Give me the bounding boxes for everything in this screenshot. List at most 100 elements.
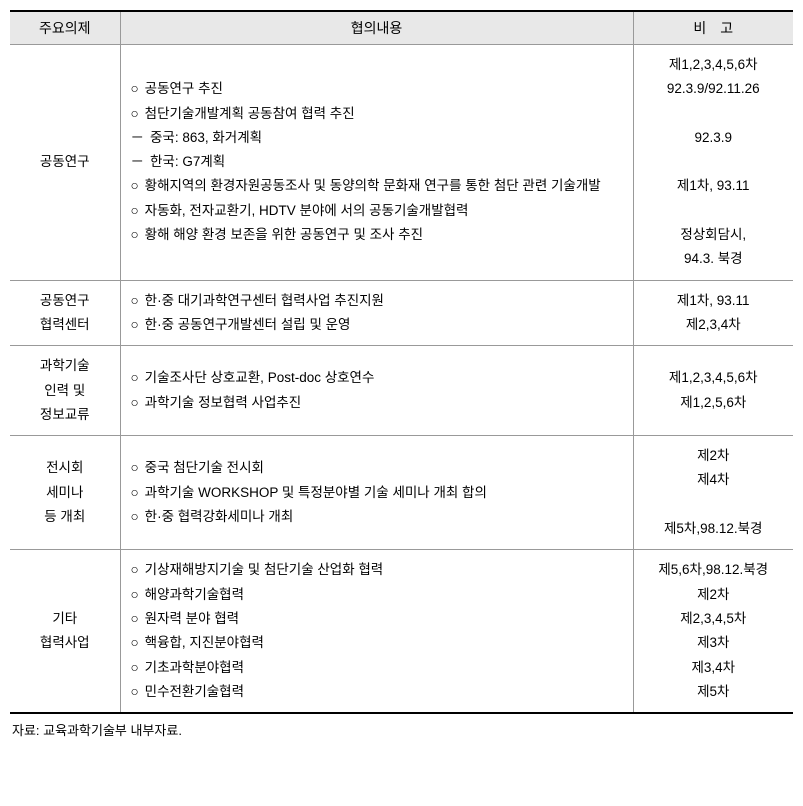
content-text: 황해지역의 환경자원공동조사 및 동양의학 문화재 연구를 통한 첨단 관련 기… bbox=[145, 174, 601, 198]
content-text: 과학기술 WORKSHOP 및 특정분야별 기술 세미나 개최 합의 bbox=[145, 481, 487, 505]
content-item: ○기초과학분야협력 bbox=[131, 656, 623, 680]
bullet-icon: ○ bbox=[131, 505, 139, 529]
topic-cell: 과학기술인력 및정보교류 bbox=[10, 346, 120, 436]
content-text: 핵융합, 지진분야협력 bbox=[145, 631, 264, 655]
note-line bbox=[644, 150, 784, 174]
note-line bbox=[644, 199, 784, 223]
bullet-icon: ○ bbox=[131, 102, 139, 126]
note-line: 제2차 bbox=[644, 444, 784, 468]
note-line: 제1,2,3,4,5,6차 bbox=[644, 366, 784, 390]
content-text: 한·중 대기과학연구센터 협력사업 추진지원 bbox=[145, 289, 384, 313]
bullet-icon: ○ bbox=[131, 680, 139, 704]
content-text: 한·중 공동연구개발센터 설립 및 운영 bbox=[145, 313, 351, 337]
topic-line: 협력사업 bbox=[20, 631, 110, 655]
topic-cell: 기타협력사업 bbox=[10, 550, 120, 713]
content-text: 기상재해방지기술 및 첨단기술 산업화 협력 bbox=[145, 558, 384, 582]
topic-line: 협력센터 bbox=[20, 313, 110, 337]
content-item: －중국: 863, 화거계획 bbox=[131, 126, 623, 150]
content-item: ○첨단기술개발계획 공동참여 협력 추진 bbox=[131, 102, 623, 126]
content-item: ○기술조사단 상호교환, Post-doc 상호연수 bbox=[131, 366, 623, 390]
content-item: ○황해 해양 환경 보존을 위한 공동연구 및 조사 추진 bbox=[131, 223, 623, 247]
note-line: 정상회담시, bbox=[644, 223, 784, 247]
content-item: ○원자력 분야 협력 bbox=[131, 607, 623, 631]
topic-line: 기타 bbox=[20, 607, 110, 631]
content-item: ○한·중 대기과학연구센터 협력사업 추진지원 bbox=[131, 289, 623, 313]
content-item: ○자동화, 전자교환기, HDTV 분야에 서의 공동기술개발협력 bbox=[131, 199, 623, 223]
content-text: 민수전환기술협력 bbox=[145, 680, 244, 704]
table-row: 공동연구협력센터 ○한·중 대기과학연구센터 협력사업 추진지원○한·중 공동연구… bbox=[10, 280, 793, 346]
content-item: ○해양과학기술협력 bbox=[131, 583, 623, 607]
content-text: 공동연구 추진 bbox=[145, 77, 223, 101]
content-cell: ○공동연구 추진○첨단기술개발계획 공동참여 협력 추진－중국: 863, 화거… bbox=[120, 45, 633, 281]
note-line: 제1,2,3,4,5,6차 bbox=[644, 53, 784, 77]
source-text: 자료: 교육과학기술부 내부자료. bbox=[10, 720, 793, 739]
bullet-icon: － bbox=[131, 126, 145, 150]
note-cell: 제1,2,3,4,5,6차제1,2,5,6차 bbox=[633, 346, 793, 436]
note-line: 92.3.9/92.11.26 bbox=[644, 77, 784, 101]
bullet-icon: ○ bbox=[131, 456, 139, 480]
content-item: ○기상재해방지기술 및 첨단기술 산업화 협력 bbox=[131, 558, 623, 582]
table-header-row: 주요의제 협의내용 비 고 bbox=[10, 11, 793, 45]
content-item: ○공동연구 추진 bbox=[131, 77, 623, 101]
content-cell: ○한·중 대기과학연구센터 협력사업 추진지원○한·중 공동연구개발센터 설립 … bbox=[120, 280, 633, 346]
topic-line: 등 개최 bbox=[20, 505, 110, 529]
content-text: 기초과학분야협력 bbox=[145, 656, 244, 680]
content-item: ○민수전환기술협력 bbox=[131, 680, 623, 704]
content-text: 과학기술 정보협력 사업추진 bbox=[145, 391, 302, 415]
content-text: 한국: G7계획 bbox=[150, 150, 225, 174]
note-cell: 제2차제4차 제5차,98.12.북경 bbox=[633, 436, 793, 550]
bullet-icon: ○ bbox=[131, 289, 139, 313]
content-text: 자동화, 전자교환기, HDTV 분야에 서의 공동기술개발협력 bbox=[145, 199, 469, 223]
topic-line: 정보교류 bbox=[20, 403, 110, 427]
bullet-icon: ○ bbox=[131, 558, 139, 582]
content-text: 해양과학기술협력 bbox=[145, 583, 244, 607]
bullet-icon: ○ bbox=[131, 481, 139, 505]
content-item: ○과학기술 정보협력 사업추진 bbox=[131, 391, 623, 415]
note-line: 제5차,98.12.북경 bbox=[644, 517, 784, 541]
note-line: 제1차, 93.11 bbox=[644, 174, 784, 198]
bullet-icon: ○ bbox=[131, 366, 139, 390]
content-item: ○과학기술 WORKSHOP 및 특정분야별 기술 세미나 개최 합의 bbox=[131, 481, 623, 505]
note-cell: 제1,2,3,4,5,6차92.3.9/92.11.26 92.3.9 제1차,… bbox=[633, 45, 793, 281]
content-text: 중국 첨단기술 전시회 bbox=[145, 456, 264, 480]
content-item: ○한·중 협력강화세미나 개최 bbox=[131, 505, 623, 529]
content-item: －한국: G7계획 bbox=[131, 150, 623, 174]
note-line: 제2,3,4,5차 bbox=[644, 607, 784, 631]
topic-line: 전시회 bbox=[20, 456, 110, 480]
bullet-icon: ○ bbox=[131, 607, 139, 631]
table-row: 공동연구○공동연구 추진○첨단기술개발계획 공동참여 협력 추진－중국: 863… bbox=[10, 45, 793, 281]
bullet-icon: ○ bbox=[131, 313, 139, 337]
note-line: 제4차 bbox=[644, 468, 784, 492]
note-line: 제1차, 93.11 bbox=[644, 289, 784, 313]
header-note: 비 고 bbox=[633, 11, 793, 45]
content-text: 첨단기술개발계획 공동참여 협력 추진 bbox=[145, 102, 355, 126]
topic-cell: 공동연구 bbox=[10, 45, 120, 281]
note-line: 94.3. 북경 bbox=[644, 247, 784, 271]
bullet-icon: ○ bbox=[131, 391, 139, 415]
header-topic: 주요의제 bbox=[10, 11, 120, 45]
content-text: 한·중 협력강화세미나 개최 bbox=[145, 505, 294, 529]
content-item: ○황해지역의 환경자원공동조사 및 동양의학 문화재 연구를 통한 첨단 관련 … bbox=[131, 174, 623, 198]
table-row: 기타협력사업○기상재해방지기술 및 첨단기술 산업화 협력○해양과학기술협력○원… bbox=[10, 550, 793, 713]
note-line bbox=[644, 493, 784, 517]
bullet-icon: ○ bbox=[131, 77, 139, 101]
content-cell: ○기상재해방지기술 및 첨단기술 산업화 협력○해양과학기술협력○원자력 분야 … bbox=[120, 550, 633, 713]
content-cell: ○중국 첨단기술 전시회○과학기술 WORKSHOP 및 특정분야별 기술 세미… bbox=[120, 436, 633, 550]
note-line: 제3,4차 bbox=[644, 656, 784, 680]
note-line: 제3차 bbox=[644, 631, 784, 655]
note-cell: 제5,6차,98.12.북경제2차제2,3,4,5차제3차제3,4차제5차 bbox=[633, 550, 793, 713]
content-text: 기술조사단 상호교환, Post-doc 상호연수 bbox=[145, 366, 375, 390]
table-row: 과학기술인력 및정보교류○기술조사단 상호교환, Post-doc 상호연수○과… bbox=[10, 346, 793, 436]
topic-line: 공동연구 bbox=[20, 150, 110, 174]
topic-line: 과학기술 bbox=[20, 354, 110, 378]
header-content: 협의내용 bbox=[120, 11, 633, 45]
topic-line: 공동연구 bbox=[20, 289, 110, 313]
note-line: 제2차 bbox=[644, 583, 784, 607]
bullet-icon: ○ bbox=[131, 174, 139, 198]
note-line: 제1,2,5,6차 bbox=[644, 391, 784, 415]
bullet-icon: ○ bbox=[131, 583, 139, 607]
bullet-icon: ○ bbox=[131, 656, 139, 680]
bullet-icon: ○ bbox=[131, 199, 139, 223]
content-cell: ○기술조사단 상호교환, Post-doc 상호연수○과학기술 정보협력 사업추… bbox=[120, 346, 633, 436]
content-item: ○핵융합, 지진분야협력 bbox=[131, 631, 623, 655]
